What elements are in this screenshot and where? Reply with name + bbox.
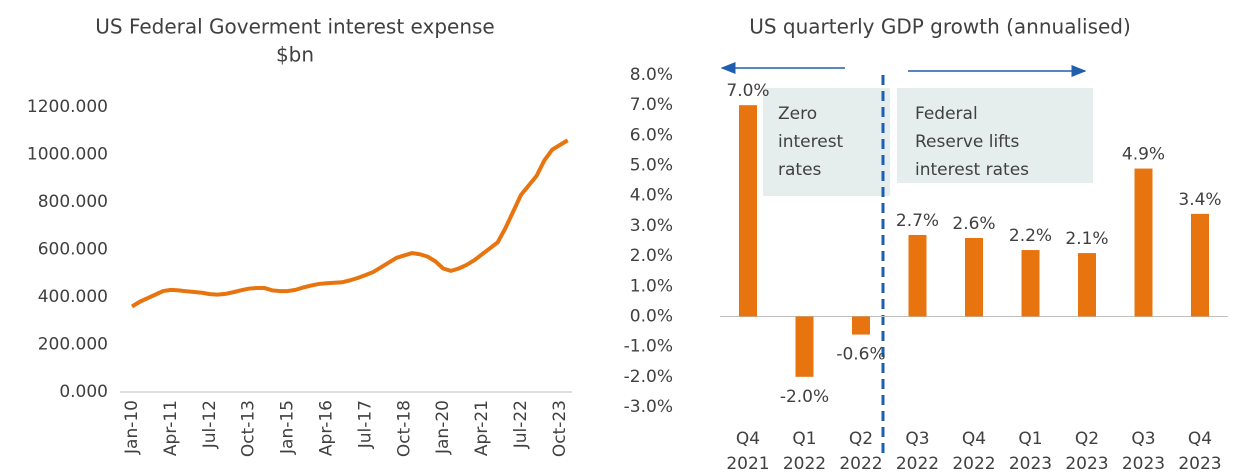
annotation-box: [763, 88, 890, 196]
x-tick-label: Apr-21: [472, 400, 492, 456]
x-tick-label: Q1: [1018, 429, 1042, 449]
y-tick-label: 1.0%: [630, 276, 673, 296]
y-tick-label: 4.0%: [630, 186, 673, 206]
annotation: interest: [778, 132, 844, 152]
bar: [1191, 213, 1209, 317]
x-tick-label: Apr-16: [317, 400, 337, 456]
y-tick-label: 1000.000: [27, 145, 108, 165]
y-tick-label: -2.0%: [624, 367, 673, 387]
x-tick-label: Q3: [1131, 429, 1155, 449]
x-tick-label: 2023: [1009, 454, 1052, 474]
x-tick-label: 2022: [952, 454, 995, 474]
x-tick-label: Q2: [849, 429, 873, 449]
y-tick-label: 1200.000: [27, 97, 108, 117]
x-tick-label: Q3: [905, 429, 929, 449]
x-tick-label: Jul-12: [200, 400, 220, 449]
bar: [965, 237, 983, 317]
chart-title: US quarterly GDP growth (annualised): [749, 15, 1131, 39]
y-tick-label: -1.0%: [624, 337, 673, 357]
x-tick-label: Jan-10: [122, 400, 142, 455]
x-tick-label: 2023: [1122, 454, 1165, 474]
y-tick-label: 200.000: [38, 335, 108, 355]
line: [130, 138, 569, 309]
x-tick-label: 2022: [896, 454, 939, 474]
x-tick-label: 2022: [839, 454, 882, 474]
x-tick-label: Oct-18: [394, 400, 414, 457]
data-label: 2.7%: [896, 211, 939, 231]
y-tick-label: 6.0%: [630, 125, 673, 145]
x-tick-label: Q4: [962, 429, 986, 449]
x-tick-label: Q4: [1188, 429, 1212, 449]
data-label: -0.6%: [836, 345, 885, 365]
x-tick-label: 2021: [726, 454, 769, 474]
x-tick-label: Oct-23: [550, 400, 570, 457]
x-tick-label: Q4: [736, 429, 760, 449]
annotation: Reserve lifts: [915, 132, 1020, 152]
bar: [1021, 250, 1040, 317]
x-tick-label: Q1: [792, 429, 816, 449]
x-tick-label: Jan-20: [433, 400, 453, 455]
annotation: Federal: [915, 104, 978, 124]
chart-title: US Federal Goverment interest expense: [95, 15, 494, 39]
y-tick-label: 0.0%: [630, 306, 673, 326]
y-tick-label: 600.000: [38, 240, 108, 260]
bar: [739, 105, 757, 317]
x-tick-label: Jul-17: [355, 400, 375, 449]
bar: [908, 234, 927, 317]
data-label: 7.0%: [726, 81, 769, 101]
y-tick-label: -3.0%: [624, 397, 673, 417]
bar: [1078, 253, 1096, 317]
x-tick-label: Q2: [1075, 429, 1099, 449]
y-tick-label: 800.000: [38, 192, 108, 212]
x-tick-label: 2023: [1178, 454, 1221, 474]
data-label: 3.4%: [1178, 190, 1221, 210]
bar: [852, 316, 870, 335]
x-tick-label: Oct-13: [239, 400, 259, 457]
chart-subtitle: $bn: [276, 43, 314, 67]
x-tick-label: Apr-11: [161, 400, 181, 456]
x-tick-label: Jan-15: [278, 400, 298, 455]
y-tick-label: 8.0%: [630, 65, 673, 85]
x-tick-label: 2023: [1065, 454, 1108, 474]
annotation: Zero: [778, 104, 817, 124]
data-label: 2.6%: [952, 214, 995, 234]
y-tick-label: 0.000: [59, 382, 108, 402]
y-tick-label: 7.0%: [630, 95, 673, 115]
x-tick-label: Jul-22: [511, 400, 531, 449]
data-label: 4.9%: [1122, 145, 1165, 165]
bar: [795, 316, 814, 377]
annotation: rates: [778, 160, 822, 180]
annotation: interest rates: [915, 160, 1029, 180]
y-tick-label: 400.000: [38, 287, 108, 307]
data-label: 2.1%: [1065, 229, 1108, 249]
y-tick-label: 2.0%: [630, 246, 673, 266]
x-tick-label: 2022: [783, 454, 826, 474]
data-label: -2.0%: [780, 387, 829, 407]
data-label: 2.2%: [1009, 226, 1052, 246]
annotation-box: [897, 88, 1093, 183]
y-tick-label: 3.0%: [630, 216, 673, 236]
y-tick-label: 5.0%: [630, 156, 673, 176]
bar: [1134, 168, 1153, 317]
